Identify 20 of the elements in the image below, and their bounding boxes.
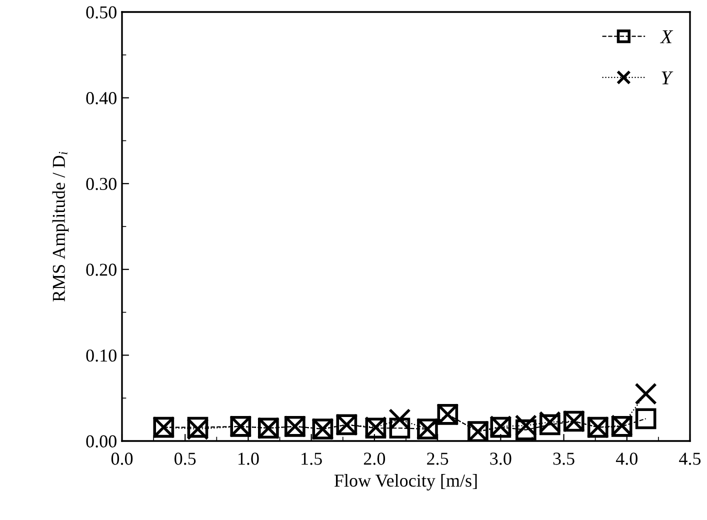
y-tick-label: 0.30 (86, 178, 116, 190)
x-tick-label: 1.5 (302, 452, 322, 465)
y-tick-label: 0.40 (86, 92, 116, 104)
y-tick-label: 0.10 (86, 349, 116, 362)
x-tick-label: 0.5 (174, 452, 196, 465)
x-axis-title: Flow Velocity [m/s] (334, 474, 477, 490)
x-tick-label: 4.5 (679, 452, 701, 465)
y-tick-label: 0.20 (86, 264, 116, 276)
x-tick-label: 4.0 (616, 452, 638, 465)
x-tick-label: 2.5 (427, 452, 448, 465)
x-tick-label: 3.0 (490, 452, 512, 465)
legend-label: Y (662, 71, 674, 84)
y-tick-label: 0.00 (86, 435, 116, 448)
x-tick-label: 1.0 (238, 452, 259, 465)
x-tick-label: 3.5 (553, 452, 574, 465)
y-axis-title: RMS Amplitude / D$_{i}$ (52, 152, 69, 302)
x-tick-label: 2.0 (364, 452, 386, 465)
legend-label: X (660, 30, 674, 44)
y-tick-label: 0.50 (86, 6, 116, 19)
x-tick-label: 0.0 (111, 452, 133, 465)
